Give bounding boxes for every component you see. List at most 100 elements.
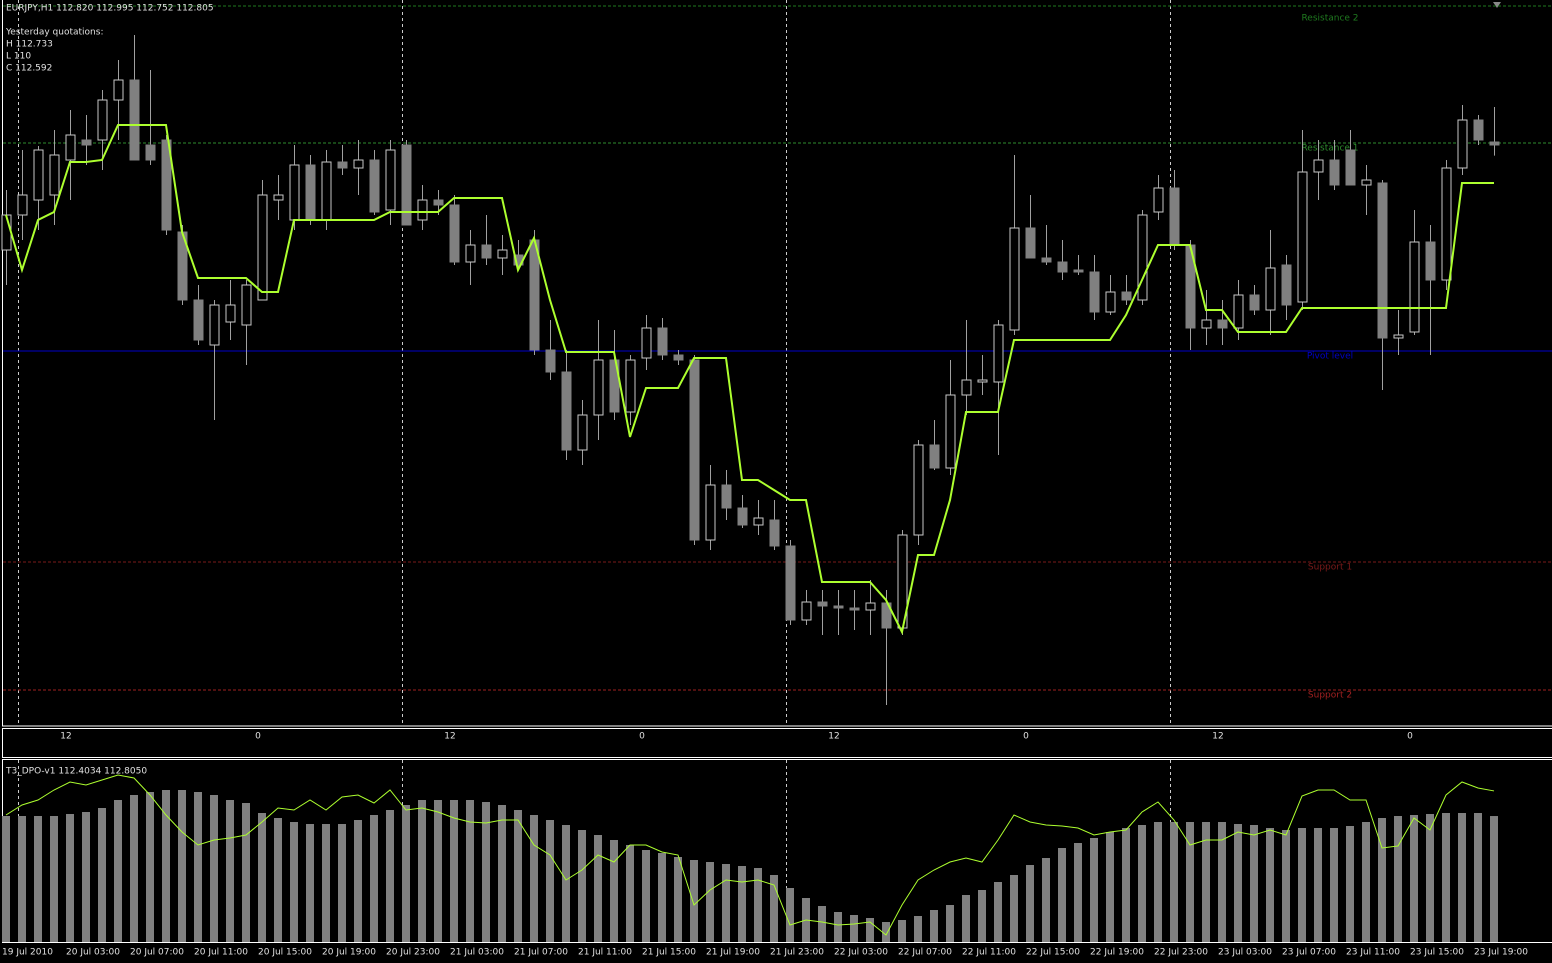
candle-body <box>1361 179 1372 186</box>
histogram-bar <box>258 813 266 942</box>
candle-body <box>641 327 652 359</box>
candle-body <box>369 159 380 213</box>
x-tick-label: 22 Jul 03:00 <box>834 948 888 958</box>
histogram-bar <box>466 800 474 942</box>
x-tick-label: 23 Jul 15:00 <box>1410 948 1464 958</box>
histogram-bar <box>1090 838 1098 942</box>
histogram-bar <box>1074 843 1082 942</box>
candle-body <box>465 244 476 263</box>
candle-body <box>401 144 412 226</box>
hour-label: 0 <box>639 732 645 742</box>
candle-body <box>337 161 348 169</box>
candle-body <box>833 605 844 609</box>
candle-body <box>289 164 300 221</box>
level-label: Resistance 1 <box>1301 144 1358 154</box>
histogram-bar <box>1426 814 1434 942</box>
histogram-bar <box>18 816 26 942</box>
indicator-title: T3_DPO-v1 112.4034 112.8050 <box>5 767 147 777</box>
histogram-bar <box>354 820 362 942</box>
histogram-bar <box>1170 822 1178 942</box>
candle-body <box>385 149 396 211</box>
x-tick-label: 19 Jul 2010 <box>2 948 53 958</box>
histogram-bar <box>594 835 602 942</box>
candle-body <box>977 379 988 383</box>
histogram-bar <box>898 920 906 942</box>
histogram-bar <box>1474 813 1482 942</box>
candle-body <box>1281 264 1292 306</box>
histogram-bar <box>1010 875 1018 942</box>
indicator-line <box>5 774 1495 936</box>
candle-body <box>65 134 76 161</box>
candle-body <box>1233 294 1244 329</box>
histogram-bar <box>1218 822 1226 942</box>
histogram-bar <box>1282 830 1290 942</box>
histogram-bar <box>1202 822 1210 942</box>
candle-body <box>1313 159 1324 173</box>
candle-body <box>97 99 108 141</box>
histogram-bar <box>1154 822 1162 942</box>
level-label: Support 2 <box>1308 691 1352 701</box>
info-line: L 110 <box>6 52 31 62</box>
histogram-bar <box>50 816 58 942</box>
hour-label: 12 <box>828 732 839 742</box>
histogram-bar <box>1394 816 1402 942</box>
histogram-bar <box>1330 828 1338 942</box>
candle-body <box>1105 291 1116 313</box>
histogram-bar <box>562 825 570 942</box>
histogram-bar <box>642 850 650 942</box>
hour-label: 12 <box>60 732 71 742</box>
candle-body <box>945 394 956 469</box>
histogram-bar <box>450 800 458 942</box>
candle-body <box>209 304 220 346</box>
x-tick-label: 22 Jul 15:00 <box>1026 948 1080 958</box>
histogram-bar <box>530 815 538 942</box>
histogram-bar <box>1378 818 1386 942</box>
histogram-bar <box>162 790 170 942</box>
candle-body <box>1217 319 1228 329</box>
x-tick-label: 23 Jul 03:00 <box>1218 948 1272 958</box>
histogram-bar <box>178 790 186 942</box>
candle-body <box>753 517 764 526</box>
x-tick-label: 22 Jul 23:00 <box>1154 948 1208 958</box>
x-tick-label: 23 Jul 11:00 <box>1346 948 1400 958</box>
x-tick-label: 20 Jul 03:00 <box>66 948 120 958</box>
candle-body <box>193 299 204 341</box>
hour-label: 0 <box>1023 732 1029 742</box>
candle-body <box>1265 267 1276 311</box>
candle-body <box>657 327 668 356</box>
x-tick-label: 21 Jul 07:00 <box>514 948 568 958</box>
histogram-bar <box>578 830 586 942</box>
histogram-bar <box>1138 825 1146 942</box>
candle-body <box>305 164 316 221</box>
histogram-bar <box>674 857 682 942</box>
histogram-bar <box>1234 824 1242 942</box>
histogram-bar <box>498 805 506 942</box>
chart-title: EURJPY,H1 112.820 112.995 112.752 112.80… <box>6 4 214 14</box>
hour-label: 0 <box>1407 732 1413 742</box>
x-tick-label: 23 Jul 07:00 <box>1282 948 1336 958</box>
histogram-bar <box>930 910 938 942</box>
histogram-bar <box>706 862 714 942</box>
info-line: H 112.733 <box>6 40 53 50</box>
candle-body <box>545 349 556 373</box>
candle-body <box>801 601 812 621</box>
x-tick-label: 20 Jul 15:00 <box>258 948 312 958</box>
histogram-bar <box>1346 826 1354 942</box>
histogram-bar <box>610 840 618 942</box>
candle-body <box>1249 294 1260 311</box>
candle-body <box>769 519 780 547</box>
candle-body <box>705 484 716 541</box>
x-tick-label: 21 Jul 23:00 <box>770 948 824 958</box>
histogram-bar <box>962 895 970 942</box>
candle-body <box>529 239 540 351</box>
x-tick-label: 20 Jul 07:00 <box>130 948 184 958</box>
candle-body <box>257 194 268 301</box>
candle-body <box>49 154 60 196</box>
histogram-bar <box>946 905 954 942</box>
candle-body <box>865 602 876 611</box>
candle-body <box>1409 241 1420 333</box>
histogram-bar <box>1106 832 1114 942</box>
candle-body <box>1473 119 1484 141</box>
histogram-bar <box>1298 828 1306 942</box>
